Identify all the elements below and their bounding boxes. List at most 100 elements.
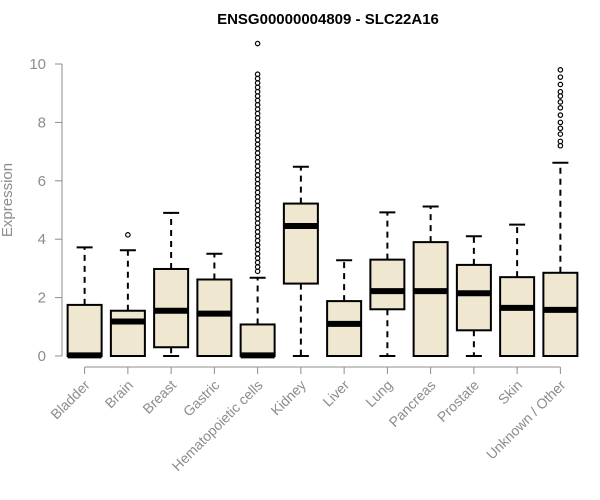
box-7	[369, 211, 406, 357]
x-tick-label-gastric: Gastric	[180, 377, 223, 420]
outlier-4-27	[254, 150, 261, 156]
box-8	[412, 205, 449, 357]
x-tick-label-breast: Breast	[139, 377, 179, 417]
box-11	[542, 67, 579, 357]
outlier-11-4	[557, 119, 564, 126]
box-rect-3	[196, 278, 233, 357]
outlier-1-0	[125, 232, 131, 238]
outlier-4-1	[254, 264, 261, 270]
outlier-4-3	[254, 255, 261, 261]
outlier-11-10	[557, 81, 564, 88]
outlier-4-45	[254, 71, 261, 78]
x-tick-label-kidney: Kidney	[267, 377, 309, 419]
x-tick-label-lung: Lung	[362, 377, 395, 410]
outlier-4-33	[254, 123, 261, 130]
outlier-4-31	[254, 132, 261, 139]
box-rect-8	[412, 241, 449, 357]
x-tick-label-pancreas: Pancreas	[386, 377, 439, 430]
outlier-11-8	[557, 93, 564, 99]
outlier-4-13	[254, 211, 261, 218]
outlier-4-46	[254, 40, 261, 47]
x-tick-label-brain: Brain	[102, 377, 136, 411]
box-1	[109, 232, 146, 357]
outlier-11-0	[557, 142, 564, 149]
outlier-4-12	[254, 215, 261, 222]
outlier-4-5	[254, 246, 261, 253]
y-tick-label-6: 6	[38, 173, 46, 190]
outlier-4-38	[254, 102, 261, 108]
box-rect-4	[239, 323, 276, 357]
outlier-4-20	[254, 180, 261, 187]
box-rect-0	[66, 303, 103, 357]
outlier-4-28	[254, 145, 261, 152]
outlier-4-2	[254, 259, 261, 266]
outlier-4-14	[254, 207, 261, 213]
outlier-4-39	[254, 97, 261, 104]
box-5	[282, 165, 319, 357]
outlier-4-4	[254, 251, 261, 257]
box-rect-5	[282, 202, 319, 285]
box-2	[153, 211, 190, 357]
box-rect-6	[326, 300, 363, 358]
outlier-11-11	[557, 74, 564, 80]
box-rect-9	[455, 263, 492, 332]
y-tick-label-8: 8	[38, 114, 46, 131]
outlier-4-16	[254, 198, 261, 205]
box-6	[326, 259, 363, 358]
outlier-4-35	[254, 115, 261, 121]
box-rect-10	[499, 276, 536, 357]
outlier-4-10	[254, 224, 261, 231]
outlier-4-21	[254, 176, 261, 183]
outlier-4-29	[254, 141, 261, 148]
outlier-4-26	[254, 154, 261, 161]
outlier-4-22	[254, 172, 261, 178]
box-0	[66, 246, 103, 359]
y-axis: 0 2 4 6 8 10	[29, 56, 63, 365]
outlier-11-6	[557, 105, 564, 111]
y-tick-label-0: 0	[38, 348, 46, 365]
outlier-11-2	[557, 131, 564, 137]
outlier-4-7	[254, 237, 261, 244]
outlier-4-8	[254, 233, 261, 240]
outlier-4-44	[254, 75, 261, 82]
outlier-11-12	[557, 67, 564, 73]
outlier-4-11	[254, 220, 261, 226]
outlier-4-0	[254, 268, 261, 275]
outlier-4-25	[254, 159, 261, 165]
outlier-4-19	[254, 185, 261, 191]
outlier-11-3	[557, 125, 564, 132]
box-10	[499, 223, 536, 357]
box-rect-11	[542, 271, 579, 357]
box-rect-1	[109, 309, 146, 357]
outlier-4-42	[254, 84, 261, 91]
x-tick-label-prostate: Prostate	[434, 377, 482, 425]
outlier-4-23	[254, 167, 261, 174]
y-tick-label-10: 10	[29, 56, 46, 73]
outlier-4-32	[254, 128, 261, 134]
outlier-4-37	[254, 106, 261, 113]
outlier-4-36	[254, 110, 261, 117]
outlier-4-9	[254, 229, 261, 235]
outlier-11-7	[557, 99, 564, 105]
outlier-4-34	[254, 119, 261, 126]
outlier-11-1	[557, 138, 564, 145]
box-3	[196, 252, 233, 357]
y-axis-label: Expression	[0, 163, 16, 237]
outlier-4-18	[254, 189, 261, 196]
outlier-11-9	[557, 88, 564, 95]
outlier-4-40	[254, 93, 261, 99]
box-9	[455, 235, 492, 357]
x-tick-label-bladder: Bladder	[47, 377, 93, 423]
outlier-4-43	[254, 80, 261, 86]
x-tick-label-unknown-other: Unknown / Other	[483, 377, 569, 463]
x-tick-label-skin: Skin	[495, 377, 526, 408]
outlier-11-5	[557, 112, 564, 118]
box-rect-7	[369, 258, 406, 311]
box-series	[66, 40, 579, 359]
box-4	[239, 40, 276, 359]
outlier-4-24	[254, 163, 261, 170]
x-tick-label-liver: Liver	[319, 377, 352, 410]
outlier-4-41	[254, 88, 261, 95]
